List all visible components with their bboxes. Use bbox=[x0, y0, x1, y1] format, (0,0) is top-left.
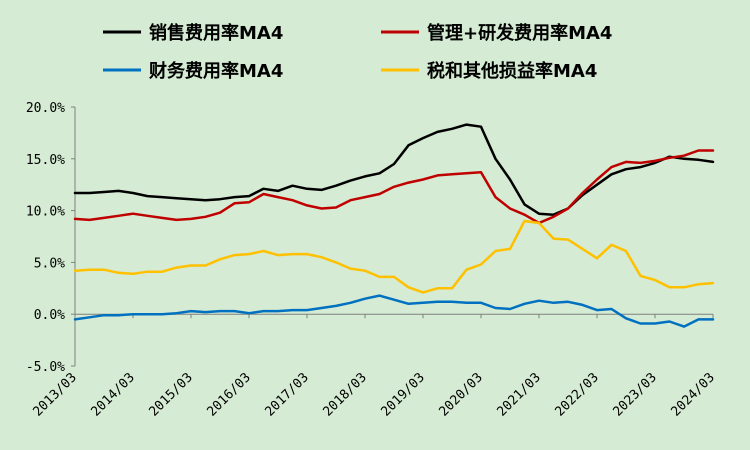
legend: 销售费用率MA4 管理+研发费用率MA4 财务费用率MA4 税和其他损益率MA4 bbox=[103, 22, 612, 82]
legend-label: 销售费用率MA4 bbox=[149, 22, 283, 44]
series-layer bbox=[73, 123, 715, 328]
x-tick-label: 2021/03 bbox=[494, 370, 543, 419]
x-tick-label: 2014/03 bbox=[88, 370, 137, 419]
series-line bbox=[73, 219, 715, 294]
x-tick-label: 2023/03 bbox=[610, 370, 659, 419]
series-line bbox=[73, 294, 715, 328]
x-tick-label: 2016/03 bbox=[204, 370, 253, 419]
y-tick-label: -5.0% bbox=[26, 360, 65, 375]
x-tick-label: 2022/03 bbox=[552, 370, 601, 419]
series-line bbox=[73, 149, 715, 225]
x-tick-label: 2019/03 bbox=[378, 370, 427, 419]
x-tick-label: 2018/03 bbox=[320, 370, 369, 419]
legend-label: 管理+研发费用率MA4 bbox=[427, 22, 612, 44]
legend-label: 税和其他损益率MA4 bbox=[427, 60, 597, 82]
y-tick-label: 20.0% bbox=[26, 101, 65, 116]
y-tick-label: 0.0% bbox=[34, 308, 65, 323]
x-tick-label: 2020/03 bbox=[436, 370, 485, 419]
x-tick-label: 2015/03 bbox=[146, 370, 195, 419]
y-tick-label: 15.0% bbox=[26, 153, 65, 168]
y-tick-label: 5.0% bbox=[34, 256, 65, 271]
series-line bbox=[73, 123, 715, 216]
axes: -5.0% 0.0% 5.0% 10.0% 15.0% 20.0% 2013/03 2014/… bbox=[26, 101, 718, 420]
x-tick-label: 2024/03 bbox=[668, 370, 717, 419]
y-tick-label: 10.0% bbox=[26, 205, 65, 220]
legend-label: 财务费用率MA4 bbox=[149, 60, 283, 82]
x-tick-label: 2013/03 bbox=[30, 370, 79, 419]
x-tick-label: 2017/03 bbox=[262, 370, 311, 419]
